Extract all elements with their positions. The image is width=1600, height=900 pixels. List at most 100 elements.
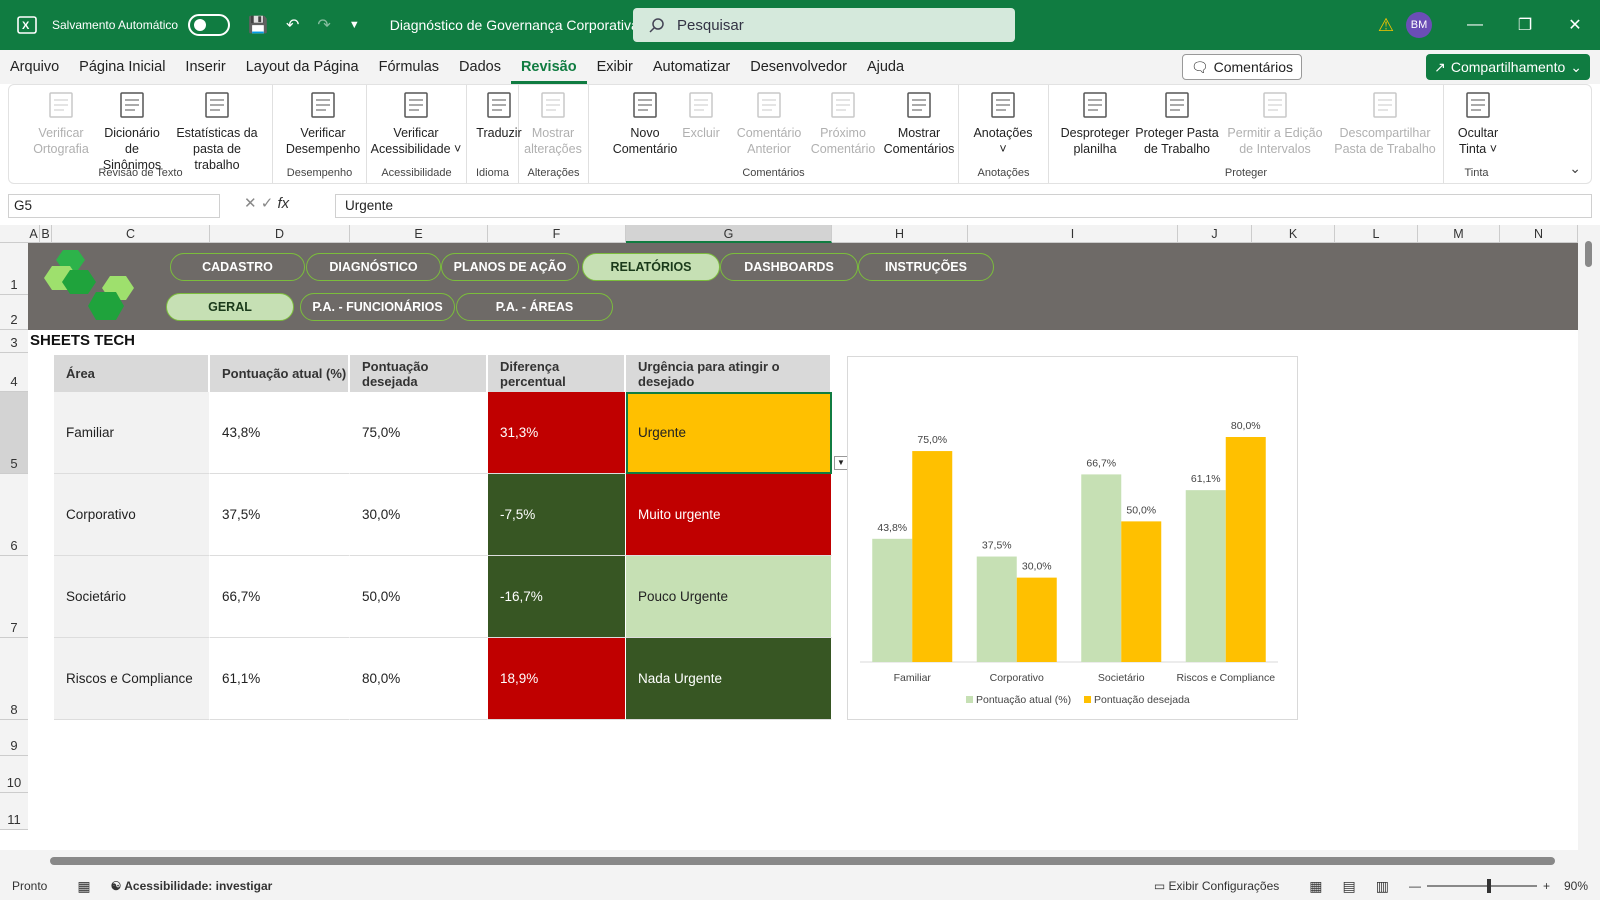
row-header-3[interactable]: 3 xyxy=(0,330,28,353)
customize-toolbar-icon[interactable]: ▼ xyxy=(348,19,360,31)
warning-icon[interactable]: ⚠ xyxy=(1377,14,1394,35)
menu-desenvolvedor[interactable]: Desenvolvedor xyxy=(750,59,847,75)
ribbon-button-desproteger-planilha[interactable]: Desproteger planilha xyxy=(1053,89,1137,157)
menu-inserir[interactable]: Inserir xyxy=(185,59,226,75)
comments-button[interactable]: 🗨 Comentários xyxy=(1181,54,1302,80)
search-box[interactable]: Pesquisar xyxy=(633,8,1015,42)
vertical-scrollbar[interactable] xyxy=(1578,225,1600,850)
zoom-slider[interactable] xyxy=(1426,879,1537,893)
autosave-toggle[interactable] xyxy=(188,14,231,36)
dropdown-arrow-icon[interactable]: ▼ xyxy=(834,456,848,470)
save-icon[interactable]: 💾 xyxy=(248,17,268,34)
ribbon-button-proteger-pasta-de-trabalho[interactable]: Proteger Pasta de Trabalho xyxy=(1135,89,1219,157)
row-header-7[interactable]: 7 xyxy=(0,556,28,638)
zoom-in-icon[interactable]: + xyxy=(1542,879,1550,893)
enter-icon[interactable]: ✓ xyxy=(260,195,274,212)
ribbon-button-novo-comentario[interactable]: Novo Comentário xyxy=(607,89,683,157)
redo-icon[interactable]: ↷ xyxy=(317,17,331,34)
close-icon[interactable]: ✕ xyxy=(1568,17,1582,34)
menu-pagina-inicial[interactable]: Página Inicial xyxy=(79,59,166,75)
ribbon-button-excluir[interactable]: Excluir xyxy=(679,89,723,141)
table-cell-area[interactable]: Societário xyxy=(54,556,210,638)
menu-exibir[interactable]: Exibir xyxy=(596,59,633,75)
ribbon-button-traduzir[interactable]: Traduzir xyxy=(469,89,529,141)
column-header-d[interactable]: D xyxy=(210,225,350,243)
minimize-icon[interactable]: — xyxy=(1467,16,1483,33)
column-header-m[interactable]: M xyxy=(1418,225,1500,243)
column-header-h[interactable]: H xyxy=(832,225,968,243)
table-cell-desejada[interactable]: 75,0% xyxy=(350,392,488,474)
nav-instrucoes[interactable]: INSTRUÇÕES xyxy=(858,253,994,281)
avatar[interactable]: BM xyxy=(1406,12,1432,38)
table-cell-atual[interactable]: 37,5% xyxy=(210,474,350,556)
cancel-icon[interactable]: ✕ xyxy=(244,195,257,212)
display-settings[interactable]: ▭ Exibir Configurações xyxy=(1153,879,1280,893)
page-break-icon[interactable]: ▥ xyxy=(1375,877,1389,894)
subnav-p-a-areas[interactable]: P.A. - ÁREAS xyxy=(456,293,613,321)
ribbon-button-comentario-anterior[interactable]: Comentário Anterior xyxy=(731,89,807,157)
nav-relatorios[interactable]: RELATÓRIOS xyxy=(582,253,720,281)
vertical-scroll-thumb[interactable] xyxy=(1585,241,1592,267)
column-header-e[interactable]: E xyxy=(350,225,488,243)
name-box[interactable]: G5 xyxy=(8,194,220,218)
share-button[interactable]: ↗ Compartilhamento ⌄ xyxy=(1426,54,1590,80)
ribbon-button-verificar-ortografia[interactable]: Verificar Ortografia xyxy=(17,89,105,157)
bar-chart[interactable]: 43,8% 75,0% Familiar 37,5% 30,0% Corporativo 6… xyxy=(847,356,1298,720)
menu-formulas[interactable]: Fórmulas xyxy=(378,59,440,75)
table-cell-area[interactable]: Riscos e Compliance xyxy=(54,638,210,720)
column-header-b[interactable]: B xyxy=(40,225,52,243)
menu-revisao[interactable]: Revisão xyxy=(510,50,587,84)
table-cell-area[interactable]: Corporativo xyxy=(54,474,210,556)
formula-input[interactable]: Urgente xyxy=(335,194,1592,218)
ribbon-button-ocultar-tinta[interactable]: Ocultar Tinta ˅ xyxy=(1450,89,1506,157)
column-header-g[interactable]: G xyxy=(626,225,832,243)
menu-layout-da-pagina[interactable]: Layout da Página xyxy=(245,59,359,75)
table-cell-atual[interactable]: 66,7% xyxy=(210,556,350,638)
menu-ajuda[interactable]: Ajuda xyxy=(866,59,905,75)
table-cell-desejada[interactable]: 50,0% xyxy=(350,556,488,638)
table-cell-atual[interactable]: 43,8% xyxy=(210,392,350,474)
table-cell-diff[interactable]: 18,9% xyxy=(488,638,626,720)
horizontal-scroll-thumb[interactable] xyxy=(50,857,1555,865)
ribbon-button-proximo-comentario[interactable]: Próximo Comentário xyxy=(805,89,881,157)
collapse-ribbon-icon[interactable]: ⌄ xyxy=(1569,160,1581,176)
normal-view-icon[interactable]: ▦ xyxy=(1309,877,1323,894)
row-header-10[interactable]: 10 xyxy=(0,756,28,793)
nav-planos-de-acao[interactable]: PLANOS DE AÇÃO xyxy=(441,253,579,281)
ribbon-button-verificar-desempenho[interactable]: Verificar Desempenho xyxy=(281,89,365,157)
document-title[interactable]: Diagnóstico de Governança Corporativa ⌄ xyxy=(389,16,655,33)
table-cell-diff[interactable]: -16,7% xyxy=(488,556,626,638)
row-header-6[interactable]: 6 xyxy=(0,474,28,556)
zoom-out-icon[interactable]: — xyxy=(1408,879,1421,893)
column-header-n[interactable]: N xyxy=(1500,225,1578,243)
subnav-geral[interactable]: GERAL xyxy=(166,293,294,321)
row-header-9[interactable]: 9 xyxy=(0,720,28,756)
nav-cadastro[interactable]: CADASTRO xyxy=(170,253,305,281)
column-header-j[interactable]: J xyxy=(1178,225,1252,243)
column-header-a[interactable]: A xyxy=(28,225,40,243)
nav-diagnostico[interactable]: DIAGNÓSTICO xyxy=(306,253,441,281)
table-cell-atual[interactable]: 61,1% xyxy=(210,638,350,720)
ribbon-button-permitir-a-edicao-de-intervalos[interactable]: Permitir a Edição de Intervalos xyxy=(1225,89,1325,157)
table-cell-urg[interactable]: Urgente xyxy=(626,392,832,474)
column-header-f[interactable]: F xyxy=(488,225,626,243)
table-cell-diff[interactable]: 31,3% xyxy=(488,392,626,474)
restore-icon[interactable]: ❐ xyxy=(1517,17,1533,34)
table-cell-urg[interactable]: Nada Urgente xyxy=(626,638,832,720)
ribbon-button-dicionario-de-sinonimos[interactable]: Dicionário de Sinônimos xyxy=(97,89,167,173)
menu-dados[interactable]: Dados xyxy=(459,59,501,75)
table-cell-desejada[interactable]: 30,0% xyxy=(350,474,488,556)
table-cell-urg[interactable]: Muito urgente xyxy=(626,474,832,556)
row-header-4[interactable]: 4 xyxy=(0,353,28,392)
column-header-c[interactable]: C xyxy=(52,225,210,243)
table-cell-diff[interactable]: -7,5% xyxy=(488,474,626,556)
row-header-8[interactable]: 8 xyxy=(0,638,28,720)
ribbon-button-estatisticas-da-pasta-de-trabalho[interactable]: Estatísticas da pasta de trabalho xyxy=(169,89,265,173)
select-all-corner[interactable] xyxy=(0,225,28,243)
row-header-2[interactable]: 2 xyxy=(0,295,28,330)
table-cell-area[interactable]: Familiar xyxy=(54,392,210,474)
subnav-p-a-funcionarios[interactable]: P.A. - FUNCIONÁRIOS xyxy=(300,293,455,321)
column-header-i[interactable]: I xyxy=(968,225,1178,243)
horizontal-scrollbar[interactable] xyxy=(0,850,1600,872)
accessibility-status[interactable]: ☯ Acessibilidade: investigar xyxy=(110,879,273,893)
